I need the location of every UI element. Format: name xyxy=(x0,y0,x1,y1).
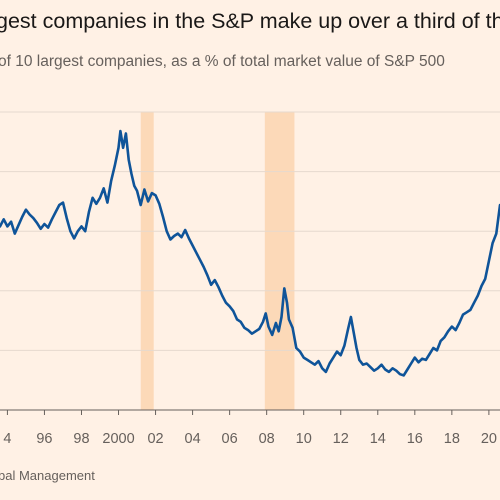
x-tick-label-5: 04 xyxy=(185,431,201,447)
chart-subtitle: of 10 largest companies, as a % of total… xyxy=(0,53,445,70)
recession-band-0 xyxy=(140,112,154,410)
x-tick-label-7: 08 xyxy=(259,431,275,447)
x-tick-label-1: 96 xyxy=(36,431,52,447)
x-tick-label-9: 12 xyxy=(333,431,349,447)
x-tick-label-10: 14 xyxy=(370,431,386,447)
chart-title: gest companies in the S&P make up over a… xyxy=(0,9,500,33)
x-tick-label-0: 4 xyxy=(3,431,11,447)
x-tick-label-13: 20 xyxy=(481,431,497,447)
series-layer xyxy=(0,129,500,377)
x-tick-label-11: 16 xyxy=(407,431,423,447)
source-note: bal Management xyxy=(0,468,95,483)
x-tick-label-12: 18 xyxy=(444,431,460,447)
recession-band-1 xyxy=(264,112,295,410)
x-tick-label-3: 2000 xyxy=(102,431,134,447)
x-axis-ticks: 4 96 98 2000 02 04 06 08 10 12 14 16 18 20 xyxy=(3,410,497,447)
series-line-0 xyxy=(0,129,500,377)
gridlines xyxy=(0,111,500,411)
x-tick-label-8: 10 xyxy=(296,431,312,447)
x-tick-label-6: 06 xyxy=(222,431,238,447)
x-tick-label-4: 02 xyxy=(147,431,163,447)
recession-bands xyxy=(140,112,295,410)
x-tick-label-2: 98 xyxy=(73,431,89,447)
